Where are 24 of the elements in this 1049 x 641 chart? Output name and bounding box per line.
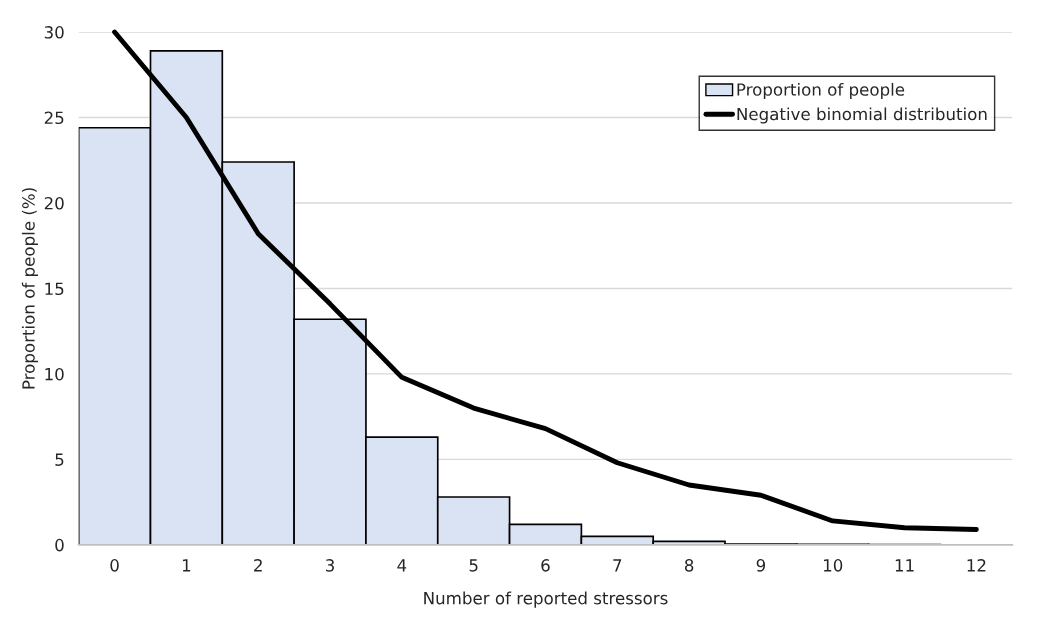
x-tick-label: 11: [895, 559, 914, 572]
x-tick-label: 0: [110, 559, 119, 572]
y-tick-label: 10: [45, 367, 64, 381]
x-tick-label: 3: [326, 559, 334, 572]
x-tick-label: 1: [182, 559, 191, 572]
x-tick-label: 8: [684, 559, 694, 572]
y-axis-title: Proportion of people (%): [21, 188, 39, 389]
legend-label: Negative binomial distribution: [737, 107, 987, 124]
x-tick-label: 2: [254, 559, 262, 572]
x-tick-label: 9: [756, 559, 766, 572]
y-tick-label: 15: [45, 282, 64, 296]
y-tick-label: 20: [44, 196, 64, 210]
x-tick-label: 7: [613, 559, 622, 572]
y-tick-label: 30: [44, 26, 64, 39]
y-tick-label: 25: [44, 111, 64, 125]
x-tick-label: 5: [469, 559, 478, 572]
x-tick-label: 6: [541, 559, 550, 572]
x-tick-label: 4: [397, 559, 407, 572]
x-tick-label: 12: [967, 559, 986, 572]
x-tick-label: 10: [823, 559, 843, 572]
y-tick-label: 5: [55, 453, 64, 466]
y-tick-label: 0: [55, 538, 64, 552]
legend-label: Proportion of people: [737, 82, 905, 100]
x-axis-title: Number of reported stressors: [424, 591, 668, 608]
